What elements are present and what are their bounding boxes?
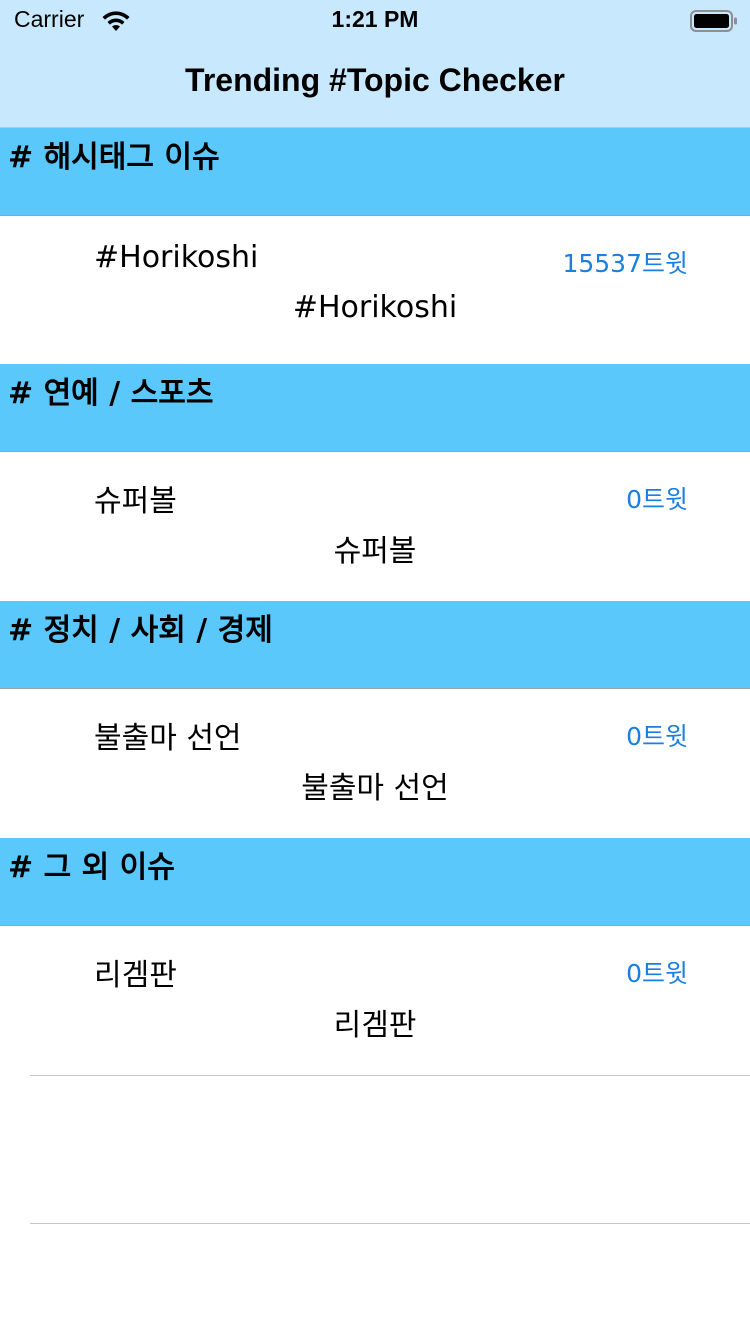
navigation-bar: Carrier 1:21 PM Trending #Topic Checker xyxy=(0,0,750,128)
section-header-entertainment: # 연예 / 스포츠 xyxy=(0,364,750,452)
status-time: 1:21 PM xyxy=(331,6,419,32)
battery-icon xyxy=(690,10,737,32)
topic-title: 슈퍼볼 xyxy=(94,484,177,519)
topic-title: 리겜판 xyxy=(94,958,177,993)
page-title: Trending #Topic Checker xyxy=(185,62,565,98)
section-header-politics: # 정치 / 사회 / 경제 xyxy=(0,601,750,689)
topic-subtitle: 슈퍼볼 xyxy=(333,534,417,569)
section-header-hashtag: # 해시태그 이슈 xyxy=(0,128,750,216)
row-separator xyxy=(30,1223,750,1224)
section-title: # 그 외 이슈 xyxy=(8,850,175,885)
status-bar: Carrier 1:21 PM xyxy=(0,0,750,40)
row-separator xyxy=(30,1075,750,1076)
topic-row[interactable]: 불출마 선언 0트윗 불출마 선언 xyxy=(0,689,750,837)
topic-subtitle: 불출마 선언 xyxy=(301,771,449,806)
topic-row[interactable]: #Horikoshi 15537트윗 #Horikoshi xyxy=(0,216,750,364)
carrier-label: Carrier xyxy=(14,6,85,32)
section-title: # 해시태그 이슈 xyxy=(8,140,220,175)
topic-subtitle: #Horikoshi xyxy=(292,290,458,325)
tweet-count: 15537트윗 xyxy=(562,249,688,278)
topic-title: 불출마 선언 xyxy=(94,721,242,756)
section-title: # 정치 / 사회 / 경제 xyxy=(8,613,273,648)
topic-row[interactable]: 슈퍼볼 0트윗 슈퍼볼 xyxy=(0,452,750,600)
section-header-other: # 그 외 이슈 xyxy=(0,838,750,926)
tweet-count: 0트윗 xyxy=(626,722,688,751)
topic-title: #Horikoshi xyxy=(94,240,259,275)
topic-subtitle: 리겜판 xyxy=(333,1008,417,1043)
tweet-count: 0트윗 xyxy=(626,485,688,514)
wifi-icon xyxy=(102,11,130,31)
tweet-count: 0트윗 xyxy=(626,959,688,988)
section-title: # 연예 / 스포츠 xyxy=(8,376,214,411)
topic-row[interactable]: 리겜판 0트윗 리겜판 xyxy=(0,926,750,1074)
